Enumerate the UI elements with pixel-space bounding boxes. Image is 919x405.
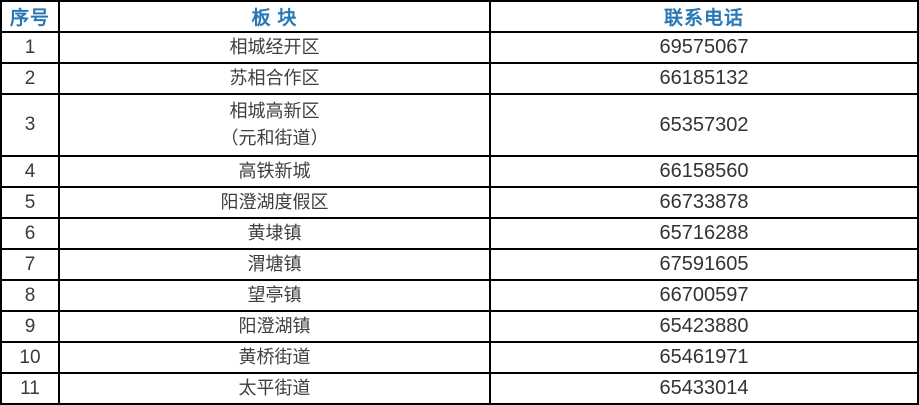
district-name: 黄埭镇 [58, 217, 491, 250]
phone-number: 66700597 [489, 279, 919, 312]
table-header-row: 序号 板 块 联系电话 [0, 0, 919, 33]
district-name: 太平街道 [58, 372, 491, 405]
table-row: 2 苏相合作区 66185132 [0, 62, 919, 95]
district-name: 阳澄湖度假区 [58, 186, 491, 219]
table-row: 7 渭塘镇 67591605 [0, 248, 919, 281]
table-row: 8 望亭镇 66700597 [0, 279, 919, 312]
header-district: 板 块 [58, 0, 491, 33]
table-row: 9 阳澄湖镇 65423880 [0, 310, 919, 343]
phone-number: 66733878 [489, 186, 919, 219]
phone-number: 65423880 [489, 310, 919, 343]
table-row: 3 相城高新区 （元和街道） 65357302 [0, 93, 919, 157]
table-row: 11 太平街道 65433014 [0, 372, 919, 405]
serial-number: 3 [0, 93, 60, 157]
table-row: 1 相城经开区 69575067 [0, 31, 919, 64]
serial-number: 11 [0, 372, 60, 405]
serial-number: 9 [0, 310, 60, 343]
table-row: 6 黄埭镇 65716288 [0, 217, 919, 250]
district-name: 高铁新城 [58, 155, 491, 188]
phone-number: 69575067 [489, 31, 919, 64]
district-name: 黄桥街道 [58, 341, 491, 374]
phone-number: 67591605 [489, 248, 919, 281]
serial-number: 8 [0, 279, 60, 312]
serial-number: 1 [0, 31, 60, 64]
serial-number: 6 [0, 217, 60, 250]
table-row: 4 高铁新城 66158560 [0, 155, 919, 188]
header-serial-number: 序号 [0, 0, 60, 33]
serial-number: 5 [0, 186, 60, 219]
table-row: 10 黄桥街道 65461971 [0, 341, 919, 374]
phone-number: 65461971 [489, 341, 919, 374]
district-name: 相城经开区 [58, 31, 491, 64]
district-name: 相城高新区 （元和街道） [58, 93, 491, 157]
phone-number: 66185132 [489, 62, 919, 95]
serial-number: 7 [0, 248, 60, 281]
table-row: 5 阳澄湖度假区 66733878 [0, 186, 919, 219]
district-name: 苏相合作区 [58, 62, 491, 95]
serial-number: 2 [0, 62, 60, 95]
district-name: 渭塘镇 [58, 248, 491, 281]
phone-number: 65357302 [489, 93, 919, 157]
district-name: 阳澄湖镇 [58, 310, 491, 343]
header-contact-phone: 联系电话 [489, 0, 919, 33]
phone-number: 65716288 [489, 217, 919, 250]
phone-number: 66158560 [489, 155, 919, 188]
serial-number: 4 [0, 155, 60, 188]
district-name: 望亭镇 [58, 279, 491, 312]
phone-number: 65433014 [489, 372, 919, 405]
serial-number: 10 [0, 341, 60, 374]
